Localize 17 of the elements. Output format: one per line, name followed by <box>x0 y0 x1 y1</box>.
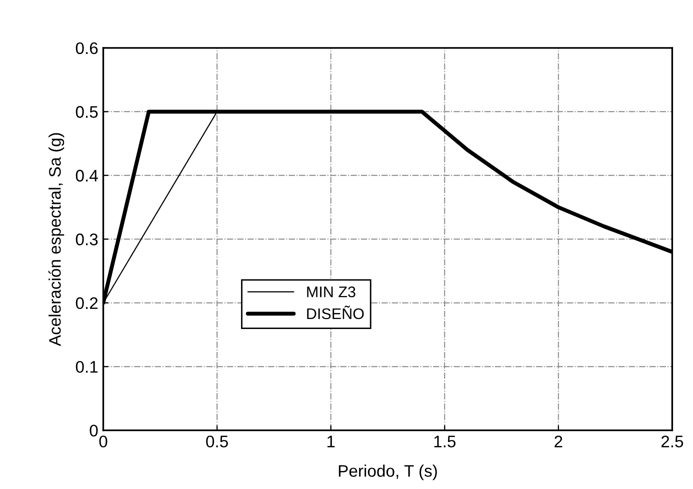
y-tick-label: 0.6 <box>76 42 98 54</box>
y-tick-label: 0 <box>90 424 98 437</box>
x-tick-label: 2 <box>554 436 562 448</box>
legend-label: DISEÑO <box>307 306 364 320</box>
y-tick-label: 0.3 <box>76 234 98 246</box>
y-tick-label: 0.1 <box>76 360 98 373</box>
y-tick-label: 0.4 <box>76 170 98 182</box>
x-tick-label: 2.5 <box>661 436 684 448</box>
legend-label: MIN Z3 <box>307 286 356 298</box>
y-axis-title: Aceleración espectral, Sa (g) <box>48 133 64 346</box>
y-tick-label: 0.5 <box>76 106 98 118</box>
x-tick-label: 1 <box>327 436 335 448</box>
x-tick-label: 1.5 <box>434 436 456 448</box>
x-axis-title: Periodo, T (s) <box>338 464 437 480</box>
x-tick-label: 0 <box>99 436 108 448</box>
y-tick-label: 0.2 <box>76 297 98 310</box>
x-tick-label: 0.5 <box>206 436 228 448</box>
